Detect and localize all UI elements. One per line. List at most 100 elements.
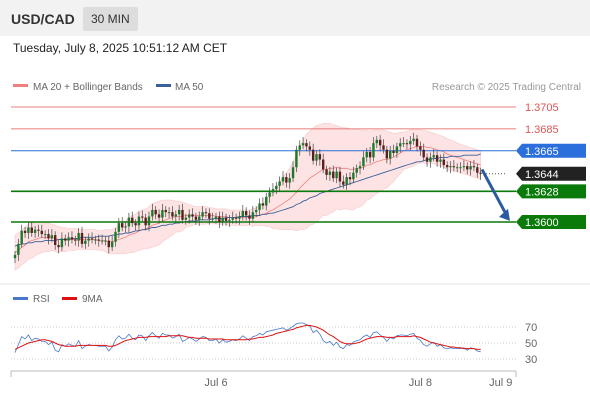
candle-body: [238, 216, 241, 219]
candle-body: [268, 192, 271, 197]
candle-body: [425, 157, 429, 162]
timestamp: Tuesday, July 8, 2025 10:51:12 AM CET: [13, 41, 228, 55]
candle-body: [322, 159, 325, 170]
candle-body: [211, 218, 214, 220]
candle-body: [234, 217, 238, 219]
candle-body: [84, 240, 87, 244]
candle-body: [67, 237, 70, 241]
candle-body: [64, 238, 67, 241]
candle-body: [248, 215, 251, 219]
candle-body: [214, 216, 218, 219]
candle-body: [476, 167, 479, 173]
candle-body: [37, 229, 40, 231]
candle-body: [318, 154, 322, 160]
level-label: 1.3600: [525, 217, 559, 229]
candle-body: [261, 203, 265, 206]
candle-body: [137, 216, 141, 226]
candle-body: [399, 143, 402, 147]
candle-body: [70, 237, 74, 240]
candle-body: [131, 217, 134, 224]
candle-body: [124, 226, 127, 228]
candle-body: [375, 139, 378, 144]
candle-body: [194, 216, 198, 220]
candle-body: [221, 217, 224, 222]
candle-body: [405, 143, 409, 145]
candle-body: [87, 238, 90, 241]
rsi-line: [14, 322, 481, 353]
candle-body: [358, 166, 362, 169]
candle-body: [365, 151, 368, 158]
forecast-arrow: [480, 168, 509, 217]
candle-body: [181, 209, 184, 220]
candle-body: [251, 212, 255, 219]
candle-body: [218, 216, 221, 222]
candle-body: [479, 172, 482, 174]
candle-body: [40, 230, 43, 235]
x-tick-label: Jul 9: [489, 377, 512, 389]
candle-body: [204, 212, 208, 214]
candle-body: [305, 143, 308, 147]
candle-body: [147, 216, 151, 226]
forecast-arrowhead: [499, 208, 510, 221]
candle-body: [231, 217, 234, 220]
candle-body: [244, 211, 248, 216]
candle-body: [174, 214, 177, 217]
candle-body: [332, 171, 335, 179]
candle-body: [315, 154, 318, 161]
candle-body: [74, 239, 77, 241]
legend-label: MA 20 + Bollinger Bands: [33, 82, 143, 93]
level-tag-support: [516, 184, 586, 199]
candle-body: [372, 143, 375, 158]
candle-body: [47, 234, 50, 239]
candle-body: [348, 177, 352, 180]
candle-body: [27, 227, 30, 233]
rsi-tick-label: 70: [525, 322, 537, 334]
candle-body: [301, 143, 305, 146]
candle-body: [389, 150, 392, 159]
candle-body: [161, 209, 164, 218]
candle-body: [422, 149, 425, 158]
level-label: 1.3685: [525, 124, 559, 136]
bollinger-band: [14, 123, 481, 271]
candle-body: [43, 234, 47, 236]
candle-body: [335, 171, 338, 179]
candle-body: [345, 177, 348, 185]
candle-body: [97, 239, 100, 241]
level-label: 1.3705: [525, 102, 559, 114]
candle-body: [224, 217, 228, 221]
candle-body: [432, 155, 435, 158]
candle-body: [442, 159, 445, 166]
candle-body: [167, 212, 171, 214]
legend-label: MA 50: [175, 82, 204, 93]
candle-body: [412, 138, 415, 141]
candle-body: [13, 254, 17, 259]
candle-body: [275, 185, 278, 190]
candle-body: [295, 149, 298, 168]
legend-label: 9MA: [82, 294, 103, 305]
level-tag-pivot: [516, 143, 586, 158]
symbol-title: USD/CAD: [11, 11, 75, 27]
candle-body: [134, 223, 137, 226]
timeframe-button[interactable]: 30 MIN: [83, 7, 138, 31]
candle-body: [445, 165, 449, 168]
candle-body: [20, 230, 23, 244]
candle-body: [342, 181, 345, 185]
candle-body: [141, 216, 144, 218]
candle-body: [50, 235, 54, 239]
candle-body: [144, 217, 147, 226]
candle-body: [291, 167, 295, 179]
candle-body: [402, 143, 405, 145]
candle-body: [80, 232, 84, 244]
candle-body: [368, 151, 372, 158]
candle-body: [285, 177, 288, 183]
candle-body: [30, 227, 33, 233]
candle-body: [378, 139, 382, 146]
legend-label: RSI: [33, 294, 50, 305]
legend-swatch-ma50: [156, 84, 171, 87]
candle-body: [328, 171, 332, 175]
candle-body: [298, 145, 301, 150]
candle-body: [311, 149, 315, 161]
candle-body: [288, 178, 291, 183]
